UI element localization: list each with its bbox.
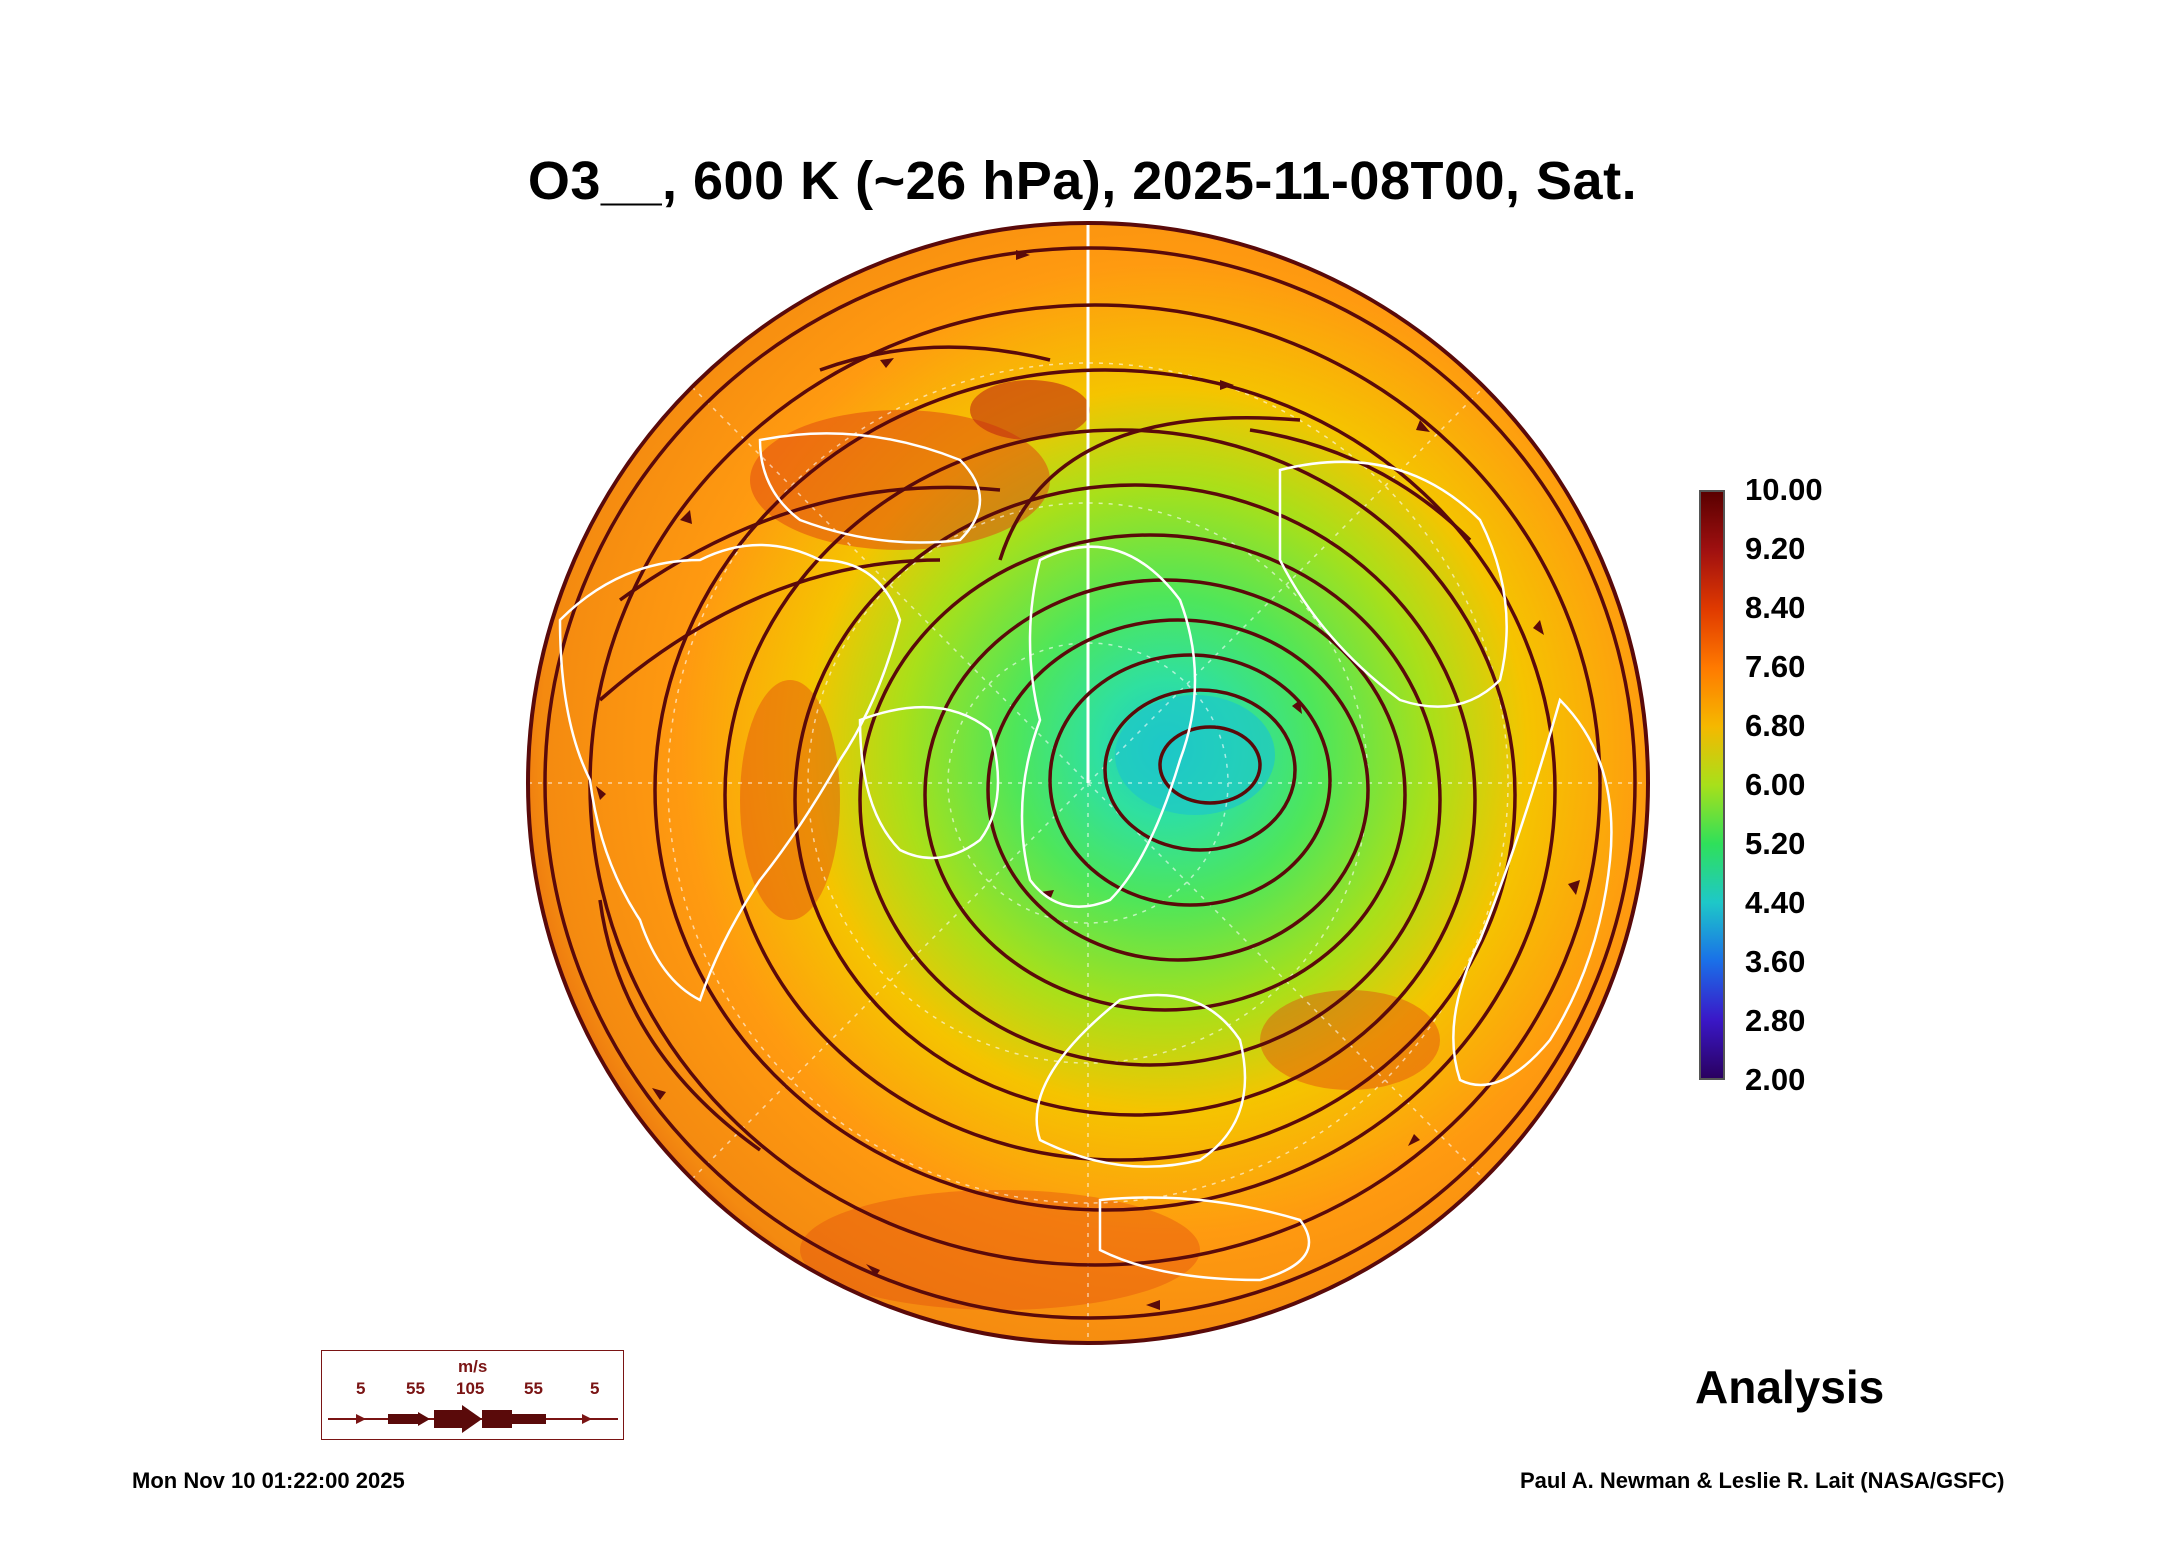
colorbar-tick-label: 2.00 — [1745, 1062, 1806, 1097]
coastlines — [558, 432, 1613, 1282]
colorbar-tick-label: 6.80 — [1745, 708, 1806, 743]
low-ozone-core — [1115, 695, 1275, 815]
map-boundary — [526, 221, 1650, 1345]
wind-legend: m/s 5 55 105 55 5 — [321, 1350, 624, 1440]
wind-legend-value: 5 — [356, 1379, 366, 1398]
colorbar-tick-label: 2.80 — [1745, 1003, 1806, 1038]
high-ozone-patch — [970, 380, 1090, 440]
streamlines — [543, 246, 1637, 1320]
wind-legend-arrow — [328, 1405, 618, 1433]
colorbar-tick-label: 3.60 — [1745, 944, 1806, 979]
high-ozone-patch — [750, 410, 1050, 550]
streamline-arrows — [596, 250, 1580, 1310]
run-timestamp: Mon Nov 10 01:22:00 2025 — [132, 1468, 405, 1493]
colorbar-tick-label: 6.00 — [1745, 767, 1806, 802]
wind-legend-value: 55 — [406, 1379, 425, 1398]
colorbar-tick-label: 4.40 — [1745, 885, 1806, 920]
high-ozone-patch — [740, 680, 840, 920]
wind-legend-value: 5 — [590, 1379, 600, 1398]
wind-legend-value: 55 — [524, 1379, 543, 1398]
high-ozone-patch — [1260, 990, 1440, 1090]
wind-legend-value: 105 — [456, 1379, 485, 1398]
colorbar — [1699, 490, 1725, 1080]
map-title: O3__, 600 K (~26 hPa), 2025-11-08T00, Sa… — [527, 151, 1638, 211]
colorbar-tick-label: 9.20 — [1745, 531, 1806, 566]
colorbar-tick-label: 5.20 — [1745, 826, 1806, 861]
analysis-stamp: Analysis — [1695, 1361, 1885, 1413]
wind-legend-unit: m/s — [458, 1357, 488, 1376]
credit-line: Paul A. Newman & Leslie R. Lait (NASA/GS… — [1520, 1468, 2005, 1493]
colorbar-tick-label: 7.60 — [1745, 649, 1806, 684]
colorbar-tick-label: 10.00 — [1745, 472, 1823, 507]
colorbar-tick-label: 8.40 — [1745, 590, 1806, 625]
